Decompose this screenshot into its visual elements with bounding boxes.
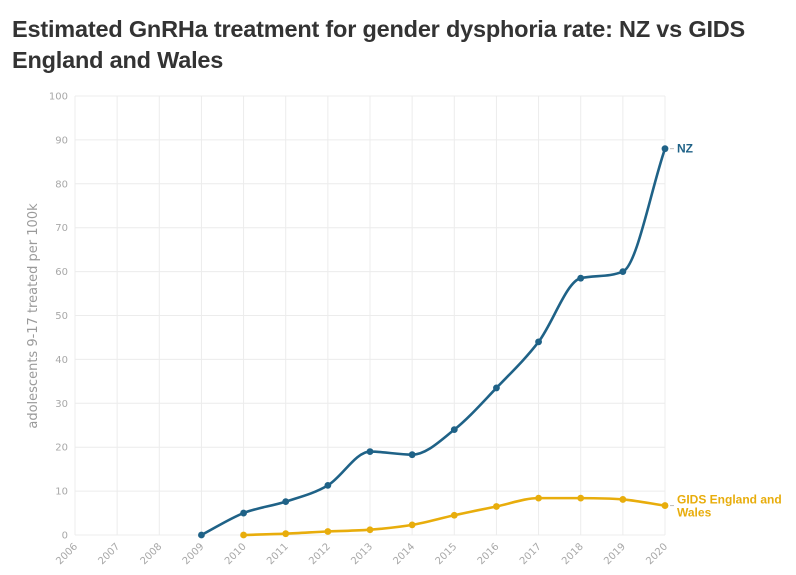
data-point-nz — [535, 338, 542, 346]
series-line-nz — [200, 147, 667, 537]
y-tick-label: 60 — [55, 267, 68, 278]
y-tick-label: 0 — [62, 531, 68, 542]
grid-lines — [74, 95, 666, 536]
data-point-gids-england-and-wales — [240, 531, 247, 539]
data-point-gids-england-and-wales — [619, 496, 627, 503]
x-tick-label: 2008 — [139, 541, 165, 567]
data-point-nz — [661, 145, 669, 153]
y-tick-labels: 0 10 20 30 40 50 60 70 80 90 100 — [49, 92, 68, 542]
x-tick-label: 2020 — [644, 541, 670, 567]
data-point-gids-england-and-wales — [450, 511, 458, 519]
y-tick-label: 20 — [55, 443, 68, 454]
x-tick-label: 2015 — [434, 541, 460, 567]
x-tick-label: 2010 — [223, 541, 249, 567]
x-tick-label: 2012 — [307, 541, 333, 567]
data-point-nz — [577, 274, 585, 282]
data-point-nz — [619, 268, 627, 275]
y-tick-label: 70 — [55, 223, 68, 234]
y-tick-label: 100 — [49, 92, 68, 103]
y-tick-label: 80 — [55, 179, 68, 190]
y-tick-label: 90 — [55, 135, 68, 146]
data-point-nz — [324, 481, 332, 489]
x-tick-label: 2011 — [265, 541, 291, 567]
data-point-nz — [240, 509, 247, 517]
data-point-gids-england-and-wales — [577, 494, 585, 502]
x-tick-label: 2009 — [181, 541, 207, 567]
x-tick-labels: 2006 2007 2008 2009 2010 2011 2012 2013 2014 2015… — [54, 541, 670, 567]
x-tick-label: 2017 — [518, 541, 544, 567]
data-point-nz — [450, 426, 458, 434]
data-point-nz — [493, 384, 500, 392]
series-label-line: NZ — [677, 142, 693, 156]
series-group: NZ GIDS England and Wales — [198, 142, 782, 539]
data-point-gids-england-and-wales — [535, 494, 542, 502]
series-label-line: GIDS England and — [677, 493, 782, 507]
x-tick-label: 2013 — [349, 541, 375, 567]
data-point-gids-england-and-wales — [408, 521, 416, 529]
series-label-line: Wales — [677, 506, 712, 520]
data-point-nz — [408, 451, 416, 459]
data-point-nz — [198, 531, 205, 539]
data-point-gids-england-and-wales — [493, 503, 500, 510]
x-tick-label: 2019 — [602, 541, 628, 567]
chart-title: Estimated GnRHa treatment for gender dys… — [12, 16, 746, 73]
data-point-gids-england-and-wales — [661, 502, 669, 509]
x-tick-label: 2014 — [391, 541, 417, 567]
x-tick-label: 2006 — [54, 541, 80, 567]
x-tick-label: 2016 — [476, 541, 502, 567]
data-point-gids-england-and-wales — [324, 528, 332, 535]
x-tick-label: 2018 — [560, 541, 586, 567]
data-point-nz — [366, 448, 374, 455]
y-tick-label: 40 — [55, 355, 68, 366]
series-label-gids-england-and-wales: GIDS England and Wales — [677, 493, 782, 520]
y-tick-label: 50 — [55, 311, 68, 322]
y-tick-label: 10 — [55, 487, 68, 498]
data-point-gids-england-and-wales — [366, 526, 374, 534]
y-axis-label: adolescents 9-17 treated per 100k — [26, 203, 41, 429]
data-point-gids-england-and-wales — [282, 530, 290, 538]
data-point-nz — [282, 498, 290, 506]
x-tick-label: 2007 — [96, 541, 122, 567]
series-label-nz: NZ — [677, 142, 693, 156]
y-tick-label: 30 — [55, 399, 68, 410]
